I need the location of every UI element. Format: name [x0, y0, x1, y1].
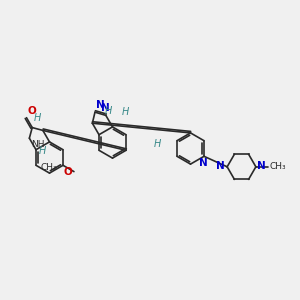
Text: CH₃: CH₃ — [41, 163, 57, 172]
Text: N: N — [100, 103, 109, 113]
Text: N: N — [97, 100, 105, 110]
Text: H: H — [154, 139, 161, 149]
Text: NH: NH — [31, 140, 44, 149]
Text: O: O — [64, 167, 72, 177]
Text: N: N — [199, 158, 208, 168]
Text: N: N — [257, 161, 266, 171]
Text: H: H — [34, 113, 41, 123]
Text: H: H — [39, 146, 46, 156]
Text: H: H — [122, 107, 129, 117]
Text: H: H — [105, 106, 112, 116]
Text: CH₃: CH₃ — [270, 162, 286, 171]
Text: N: N — [216, 161, 225, 171]
Text: O: O — [28, 106, 37, 116]
